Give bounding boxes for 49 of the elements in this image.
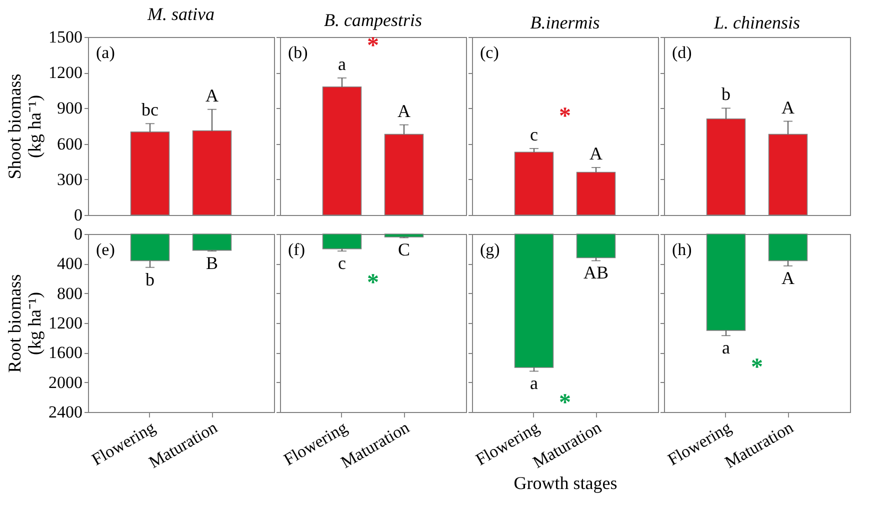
y-tick-label: 2400 xyxy=(48,402,82,422)
chart-title: M. sativa xyxy=(146,4,214,24)
annotation: AB xyxy=(583,262,609,283)
annotation: a xyxy=(722,338,730,358)
annotation: (h) xyxy=(672,240,692,259)
y-tick-label: 1500 xyxy=(48,28,82,46)
annotation: a xyxy=(530,373,538,394)
chart-title: B.inermis xyxy=(530,12,600,32)
y-tick-label: 0 xyxy=(74,224,82,244)
annotation: (c) xyxy=(480,43,499,62)
annotation: b xyxy=(146,269,154,290)
annotation: b xyxy=(722,84,730,104)
annotation: (b) xyxy=(288,43,308,62)
y-axis-title: Shoot biomass (kg ha⁻¹) xyxy=(4,74,44,180)
annotation: A xyxy=(398,100,410,121)
annotation: c xyxy=(530,124,538,145)
annotation: A xyxy=(782,268,794,288)
y-tick-label: 400 xyxy=(57,254,82,274)
annotation: * xyxy=(367,270,379,296)
annotation: (g) xyxy=(480,240,500,259)
annotation: * xyxy=(367,32,379,59)
annotation: a xyxy=(338,54,346,74)
annotation: (d) xyxy=(672,43,692,62)
annotation: C xyxy=(398,240,410,260)
y-tick-label: 800 xyxy=(57,284,82,303)
y-tick-label: 300 xyxy=(57,170,82,189)
annotation: * xyxy=(751,354,763,381)
annotation: A xyxy=(206,85,218,106)
chart-title: L. chinensis xyxy=(712,12,800,32)
annotation: bc xyxy=(142,100,158,120)
y-tick-label: 0 xyxy=(74,206,82,224)
annotation: (f) xyxy=(288,240,305,259)
annotation: c xyxy=(338,253,346,274)
y-tick-label: 900 xyxy=(57,98,82,118)
y-axis-title: Root biomass (kg ha⁻¹) xyxy=(4,274,44,373)
x-axis-title: Growth stages xyxy=(514,473,618,494)
chart-title: B. campestris xyxy=(324,10,422,30)
y-tick-label: 1200 xyxy=(48,314,82,332)
annotation: (a) xyxy=(96,43,115,62)
annotation: (e) xyxy=(96,240,115,259)
annotation: A xyxy=(590,144,602,164)
annotation: * xyxy=(559,390,571,416)
annotation: A xyxy=(782,97,794,118)
annotation: B xyxy=(206,253,218,274)
y-tick-label: 600 xyxy=(57,134,82,154)
y-tick-label: 1600 xyxy=(48,343,82,362)
y-tick-label: 1200 xyxy=(48,63,82,82)
y-tick-label: 2000 xyxy=(48,372,82,392)
annotation: * xyxy=(559,104,571,130)
